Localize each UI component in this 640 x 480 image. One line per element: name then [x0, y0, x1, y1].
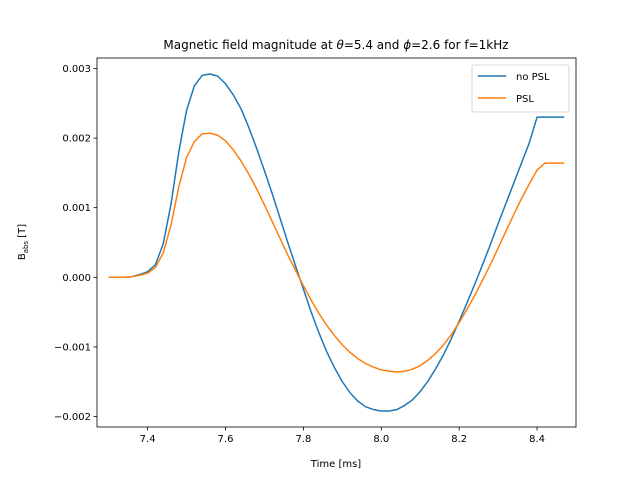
chart-title: Magnetic field magnitude at θ=5.4 and ϕ=… [163, 38, 508, 52]
series-layer [108, 73, 565, 412]
legend: no PSL PSL [471, 64, 570, 113]
y-tick-label: 0.003 [62, 64, 91, 75]
y-tick-label: 0.000 [62, 273, 91, 284]
plot-area [96, 57, 577, 428]
x-axis-ticks: 7.4 7.6 7.8 8.0 8.2 8.4 [140, 427, 545, 445]
axes-frame [96, 57, 577, 428]
y-tick-label: −0.002 [54, 412, 91, 423]
x-tick-label: 7.8 [295, 434, 311, 445]
x-tick-label: 8.0 [373, 434, 389, 445]
x-tick-label: 7.6 [218, 434, 234, 445]
y-axis-ticks: −0.002 −0.001 0.000 0.001 0.002 0.003 [54, 64, 97, 423]
y-tick-label: −0.001 [54, 342, 91, 353]
series-line-no-psl [108, 73, 565, 412]
y-tick-label: 0.001 [62, 203, 91, 214]
y-tick-label: 0.002 [62, 134, 91, 145]
x-axis-label: Time [ms] [310, 459, 362, 470]
plot-background [97, 58, 576, 427]
y-axis-label: Babs [T] [17, 224, 30, 260]
x-tick-label: 8.4 [529, 434, 545, 445]
x-tick-label: 8.2 [451, 434, 467, 445]
series-line-psl [108, 132, 565, 373]
x-tick-label: 7.4 [140, 434, 156, 445]
legend-label-psl: PSL [516, 94, 534, 105]
legend-label-no-psl: no PSL [516, 72, 550, 83]
